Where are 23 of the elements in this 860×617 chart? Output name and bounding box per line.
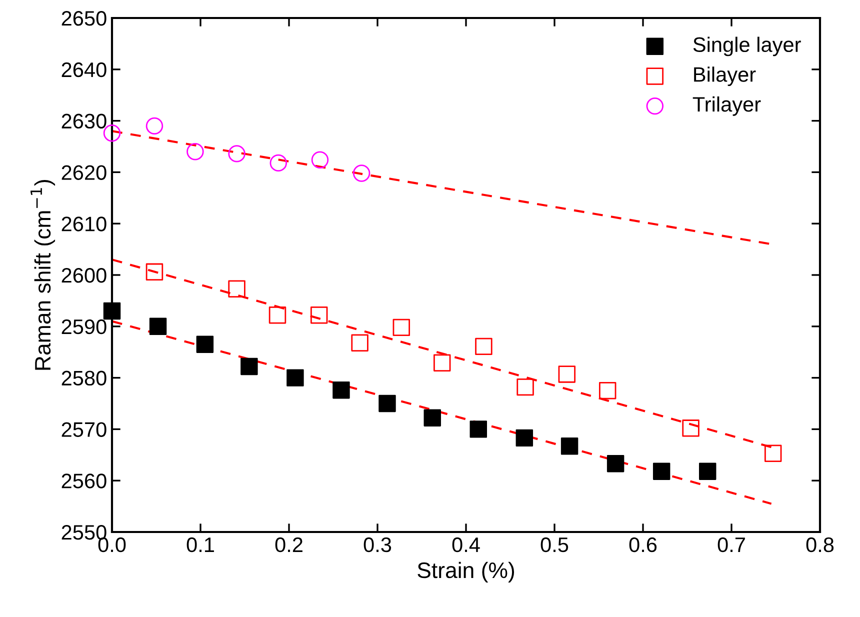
legend-label: Bilayer (694, 66, 756, 86)
x-tick-label: 0.7 (718, 537, 745, 552)
x-tick-label: 0.4 (452, 537, 480, 552)
y-tick-label: 2560 (62, 474, 106, 488)
y-tick-label: 2600 (62, 268, 106, 283)
x-tick-label: 0.3 (364, 537, 392, 552)
y-tick-label: 2640 (62, 62, 106, 78)
legend-label: Trilayer (692, 96, 761, 116)
x-tick-label: 0.6 (629, 537, 657, 552)
x-tick-label: 0.1 (186, 537, 214, 552)
y-tick-label: 2570 (62, 422, 106, 437)
y-tick-label: 2610 (62, 216, 106, 232)
y-tick-label: 2650 (62, 11, 106, 26)
y-tick-label: 2630 (62, 114, 106, 129)
x-tick-label: 0.5 (540, 537, 568, 552)
y-tick-label: 2580 (62, 370, 106, 386)
x-axis-title: Strain (%) (418, 562, 514, 583)
x-tick-label: 0.2 (275, 537, 302, 552)
y-tick-label: 2590 (62, 319, 106, 334)
legend-label: Single layer (693, 36, 801, 56)
x-tick-label: 0.8 (806, 537, 834, 552)
y-axis-title: Raman shift (cm$^{−1}$) (30, 180, 56, 370)
y-tick-label: 2620 (62, 165, 106, 180)
